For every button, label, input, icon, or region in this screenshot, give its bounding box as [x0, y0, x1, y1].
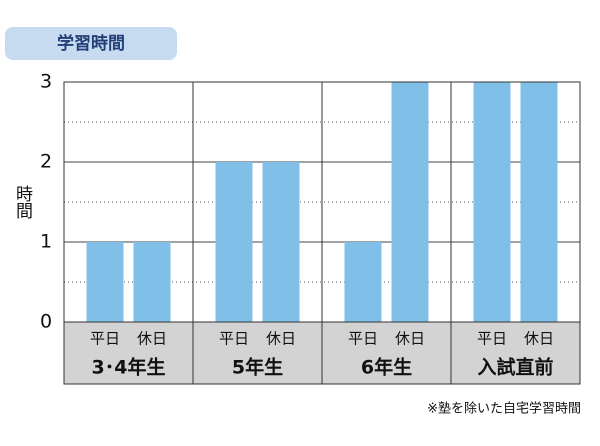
y-axis-label: 時間: [12, 185, 32, 220]
y-tick-label: 0: [40, 311, 52, 333]
bar: [473, 82, 511, 322]
bar: [86, 242, 124, 322]
series-label: 休日: [395, 330, 425, 348]
footnote: ※塾を除いた自宅学習時間: [427, 401, 581, 417]
title-badge: [5, 27, 177, 60]
series-label: 平日: [90, 330, 120, 348]
series-label: 平日: [477, 330, 507, 348]
bar: [391, 82, 429, 322]
series-label: 休日: [524, 330, 554, 348]
x-tick-label: 6年生: [361, 356, 412, 379]
y-tick-label: 2: [40, 151, 52, 173]
x-tick-label: 3･4年生: [92, 356, 166, 379]
series-label: 休日: [266, 330, 296, 348]
bar: [133, 242, 171, 322]
plot-frame: [63, 81, 581, 385]
series-label: 平日: [219, 330, 249, 348]
series-label: 平日: [348, 330, 378, 348]
bar: [215, 162, 253, 322]
chart-title: 学習時間: [57, 33, 125, 54]
y-tick-label: 3: [40, 71, 52, 93]
bar: [262, 162, 300, 322]
bar: [344, 242, 382, 322]
x-tick-label: 入試直前: [477, 356, 553, 379]
x-tick-label: 5年生: [232, 356, 283, 379]
series-label: 休日: [137, 330, 167, 348]
bar: [520, 82, 558, 322]
y-tick-label: 1: [40, 231, 52, 253]
